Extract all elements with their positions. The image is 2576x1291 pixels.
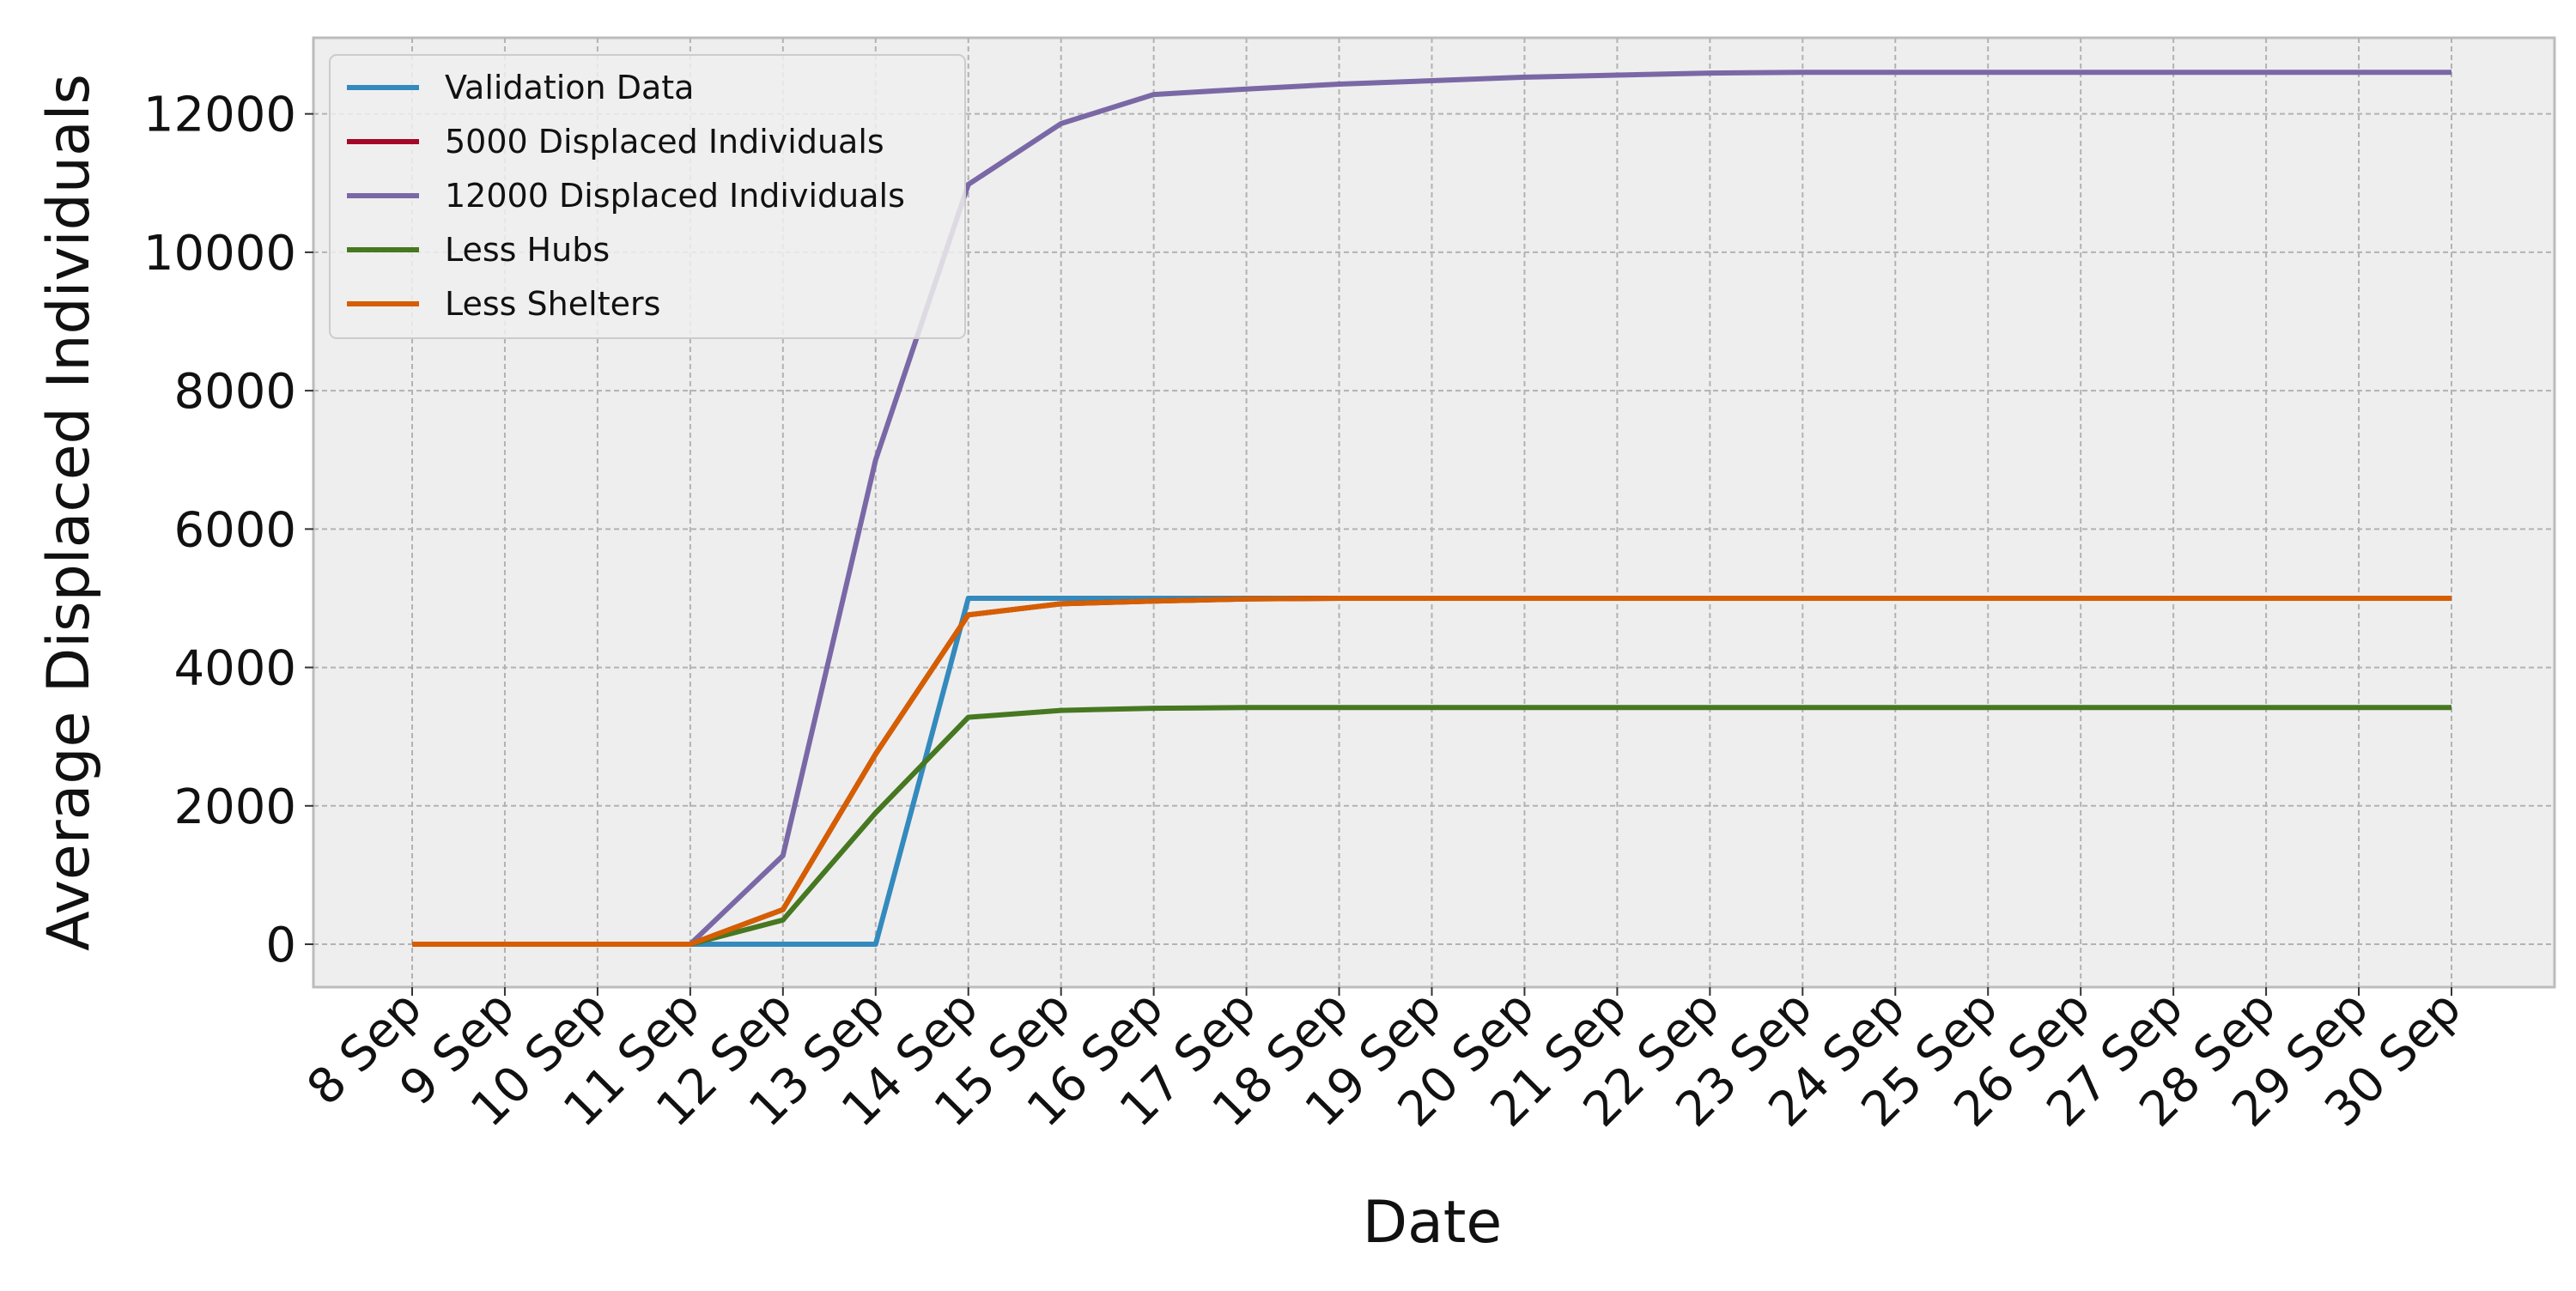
y-tick-label-12000: 12000 [143,88,296,143]
legend: Validation Data 5000 Displaced Individual… [329,54,966,339]
series-line-less-hubs [412,705,2451,947]
legend-box [329,54,966,339]
legend-label-12000-displaced-individuals: 12000 Displaced Individuals [445,177,905,215]
y-tick-label-4000: 4000 [173,641,296,697]
y-axis-label: Average Displaced Individuals [35,74,103,951]
y-tick-label-0: 0 [265,918,296,973]
y-axis-ticks: 0 2000 4000 6000 8000 10000 12000 [143,88,313,973]
y-tick-label-6000: 6000 [173,502,296,558]
series-line-less-shelters [412,596,2451,947]
legend-label-validation-data: Validation Data [445,69,694,106]
y-tick-label-2000: 2000 [173,779,296,835]
legend-entries: Validation Data 5000 Displaced Individual… [347,69,905,323]
legend-label-less-hubs: Less Hubs [445,231,610,269]
series-lines [412,70,2451,947]
y-tick-label-8000: 8000 [173,364,296,420]
y-tick-label-10000: 10000 [143,226,296,282]
legend-label-less-shelters: Less Shelters [445,285,660,323]
grid-lines [313,38,2555,987]
series-line-12000-displaced-individuals [412,70,2451,947]
x-axis-label: Date [1363,1189,1503,1257]
legend-label-5000-displaced-individuals: 5000 Displaced Individuals [445,123,884,161]
